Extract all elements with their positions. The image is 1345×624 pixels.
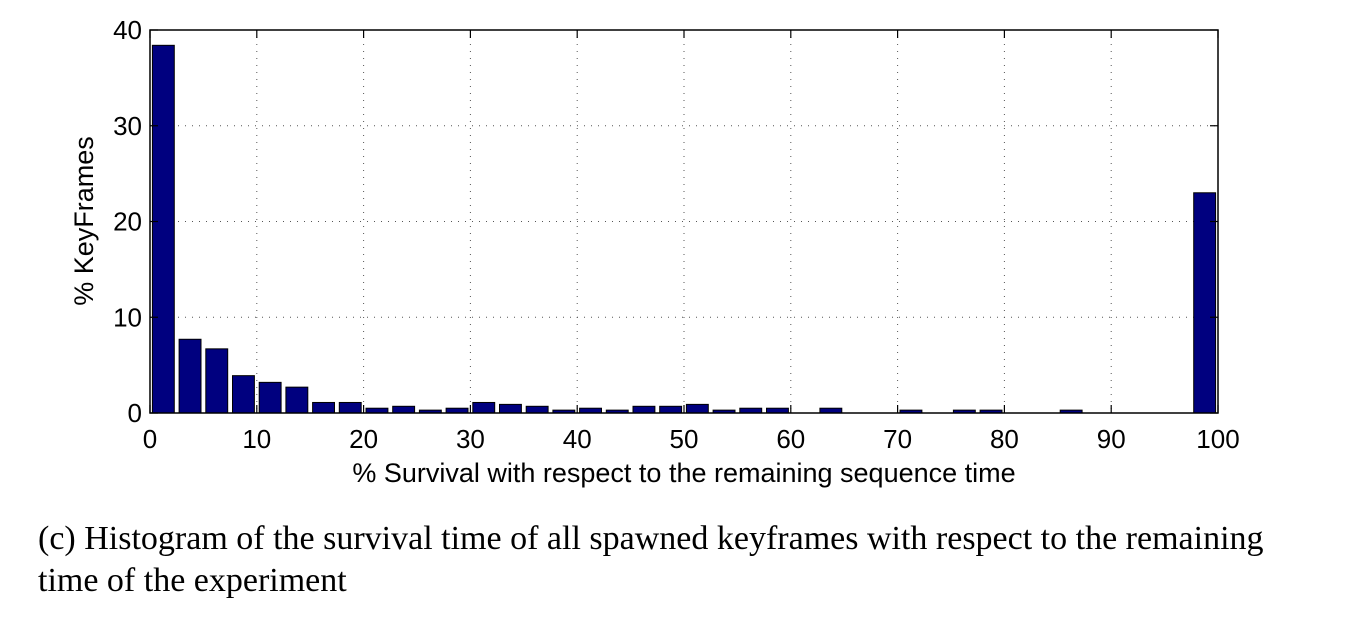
histogram-bar bbox=[1193, 192, 1217, 414]
histogram-bar bbox=[151, 44, 175, 414]
x-tick-label: 50 bbox=[670, 424, 699, 454]
x-tick-label: 80 bbox=[990, 424, 1019, 454]
histogram-bar bbox=[232, 375, 255, 414]
x-tick-label: 70 bbox=[883, 424, 912, 454]
histogram-bar bbox=[312, 401, 335, 414]
histogram-bar bbox=[205, 348, 229, 414]
histogram-bar bbox=[499, 403, 522, 414]
histogram-bar bbox=[285, 386, 309, 414]
y-tick-labels: 0 10 20 30 40 bbox=[113, 15, 142, 428]
x-tick-label: 60 bbox=[776, 424, 805, 454]
y-tick-label: 40 bbox=[113, 15, 142, 45]
axis-ticks bbox=[149, 29, 1219, 414]
histogram-chart: 0 10 20 30 40 50 60 70 80 90 100 0 10 20 30 40 % Survi… bbox=[69, 15, 1240, 488]
histogram-bar bbox=[632, 405, 656, 414]
x-tick-label: 30 bbox=[456, 424, 485, 454]
y-axis-label: % KeyFrames bbox=[69, 136, 99, 306]
y-tick-label: 0 bbox=[128, 398, 142, 428]
histogram-bar bbox=[178, 338, 202, 414]
x-tick-label: 100 bbox=[1196, 424, 1239, 454]
plot-area bbox=[150, 30, 1218, 413]
y-tick-label: 10 bbox=[113, 302, 142, 332]
x-tick-label: 0 bbox=[143, 424, 157, 454]
figure-caption: (c) Histogram of the survival time of al… bbox=[38, 520, 1264, 599]
x-axis-label: % Survival with respect to the remaining… bbox=[352, 458, 1015, 488]
histogram-bar bbox=[338, 401, 362, 414]
x-tick-label: 10 bbox=[242, 424, 271, 454]
grid-lines bbox=[150, 30, 1218, 413]
x-tick-labels: 0 10 20 30 40 50 60 70 80 90 100 bbox=[143, 424, 1240, 454]
x-tick-label: 90 bbox=[1097, 424, 1126, 454]
histogram-bar bbox=[659, 405, 683, 414]
histogram-bar bbox=[685, 403, 709, 414]
y-tick-label: 20 bbox=[113, 207, 142, 237]
histogram-bar bbox=[392, 405, 416, 414]
x-tick-label: 40 bbox=[563, 424, 592, 454]
histogram-bar bbox=[472, 401, 496, 414]
y-tick-label: 30 bbox=[113, 111, 142, 141]
bars bbox=[151, 44, 1217, 414]
histogram-bar bbox=[258, 381, 282, 414]
x-tick-label: 20 bbox=[349, 424, 378, 454]
histogram-bar bbox=[525, 405, 549, 414]
